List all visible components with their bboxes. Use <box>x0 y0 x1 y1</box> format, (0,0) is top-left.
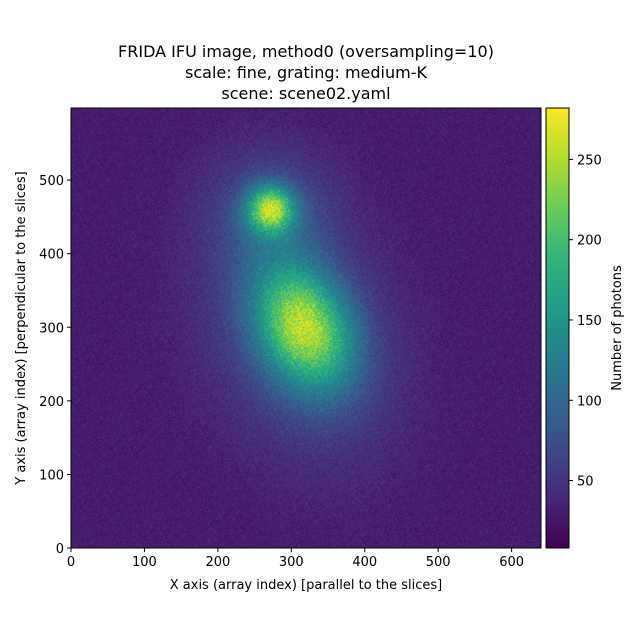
y-tick-label: 0 <box>56 542 64 557</box>
x-tick-label: 600 <box>499 555 524 570</box>
y-tick-label: 500 <box>39 174 64 189</box>
colorbar-tick-label: 100 <box>577 394 602 409</box>
x-tick-label: 100 <box>132 555 157 570</box>
colorbar-tick-label: 250 <box>577 153 602 168</box>
x-tick-label: 500 <box>426 555 451 570</box>
colorbar-tick-label: 150 <box>577 314 602 329</box>
y-tick-label: 300 <box>39 321 64 336</box>
chart-title-line-3: scene: scene02.yaml <box>221 84 391 103</box>
chart-title-line-1: FRIDA IFU image, method0 (oversampling=1… <box>118 42 494 61</box>
colorbar-label: Number of photons <box>610 265 625 391</box>
x-tick-label: 300 <box>279 555 304 570</box>
y-tick-label: 400 <box>39 248 64 263</box>
x-tick-label: 0 <box>67 555 75 570</box>
colorbar-gradient <box>546 108 569 548</box>
x-axis-label: X axis (array index) [parallel to the sl… <box>170 578 442 593</box>
colorbar-frame <box>545 107 570 549</box>
colorbar-tick-label: 200 <box>577 234 602 249</box>
plot-frame <box>70 107 542 549</box>
x-tick-label: 200 <box>205 555 230 570</box>
y-tick-label: 200 <box>39 395 64 410</box>
x-tick-label: 400 <box>352 555 377 570</box>
y-axis-label: Y axis (array index) [perpendicular to t… <box>14 171 29 485</box>
heatmap-image <box>71 108 541 548</box>
y-tick-label: 100 <box>39 468 64 483</box>
chart-title-line-2: scale: fine, grating: medium-K <box>185 63 427 82</box>
colorbar-tick-label: 50 <box>577 475 594 490</box>
